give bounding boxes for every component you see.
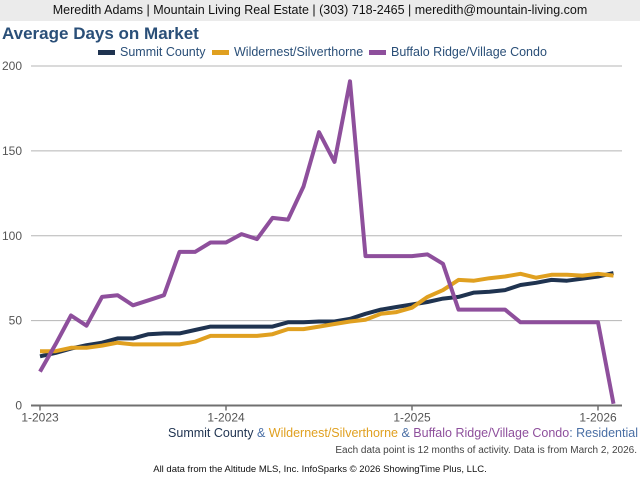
legend-label: Buffalo Ridge/Village Condo: [391, 45, 547, 59]
x-tick-label: 1-2025: [393, 411, 431, 425]
legend-item-wildernest[interactable]: Wildernest/Silverthorne: [212, 45, 363, 59]
series-line-summit-county: [39, 271, 614, 359]
subtitle-part: : Residential: [569, 426, 638, 440]
y-tick-label: 150: [2, 144, 22, 158]
series-lines: [38, 79, 616, 405]
subtitle-part: Summit County: [168, 426, 254, 440]
chart-legend: Summit County Wildernest/Silverthorne Bu…: [0, 45, 640, 61]
x-tick-label: 1-2026: [579, 411, 617, 425]
y-tick-label: 100: [2, 229, 22, 243]
legend-item-buffalo-ridge[interactable]: Buffalo Ridge/Village Condo: [369, 45, 547, 59]
series-line-wildernest: [40, 271, 614, 354]
contact-line: Meredith Adams | Mountain Living Real Es…: [52, 3, 588, 17]
legend-label: Summit County: [120, 45, 206, 59]
chart-title: Average Days on Market: [2, 24, 199, 43]
legend-label: Wildernest/Silverthorne: [234, 45, 364, 59]
legend-swatch-summit-county: [98, 49, 115, 55]
y-axis-ticks: 0 50 100 150 200: [2, 59, 22, 413]
legend-swatch-wildernest: [212, 49, 229, 55]
legend-item-summit-county[interactable]: Summit County: [98, 45, 205, 59]
x-tick-label: 1-2023: [21, 411, 59, 425]
y-tick-label: 0: [15, 399, 22, 413]
chart-subtitle: Summit County & Wildernest/Silverthorne …: [168, 426, 638, 440]
series-line-buffalo-ridge: [38, 79, 616, 405]
y-tick-label: 200: [2, 59, 22, 73]
x-tick-label: 1-2024: [207, 411, 245, 425]
y-tick-label: 50: [9, 314, 23, 328]
subtitle-part: &: [398, 426, 414, 440]
subtitle-part: Wildernest/Silverthorne: [268, 426, 398, 440]
legend-swatch-buffalo-ridge: [369, 49, 386, 55]
data-credit: All data from the Altitude MLS, Inc. Inf…: [153, 464, 487, 475]
data-note: Each data point is 12 months of activity…: [335, 445, 637, 456]
x-axis: 1-2023 1-2024 1-2025 1-2026: [21, 404, 622, 425]
subtitle-part: Buffalo Ridge/Village Condo: [413, 426, 570, 440]
contact-header-bar: Meredith Adams | Mountain Living Real Es…: [0, 0, 640, 21]
subtitle-part: &: [253, 426, 269, 440]
